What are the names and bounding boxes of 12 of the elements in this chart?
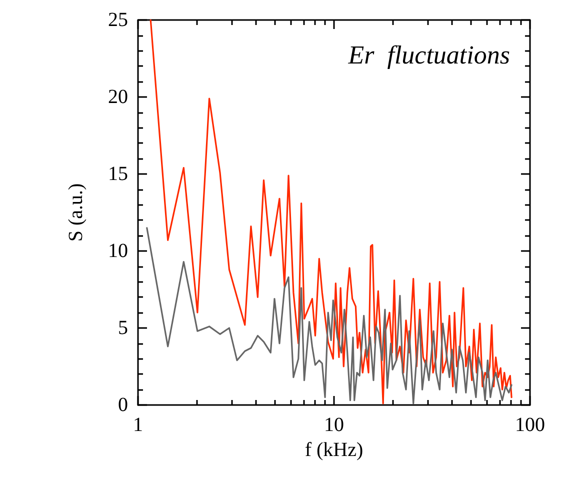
y-tick-label: 10 [108,240,128,262]
y-tick-label: 0 [118,394,128,416]
x-tick-label: 10 [324,414,344,436]
y-tick-label: 15 [108,163,128,185]
x-tick-label: 100 [515,414,545,436]
x-axis-title: f (kHz) [304,438,364,461]
x-tick-label: 1 [133,414,143,436]
y-tick-label: 25 [108,9,128,31]
annotation: Er fluctuations [347,40,510,70]
y-tick-label: 5 [118,317,128,339]
y-axis-title: S (a.u.) [65,183,87,242]
y-tick-label: 20 [108,86,128,108]
